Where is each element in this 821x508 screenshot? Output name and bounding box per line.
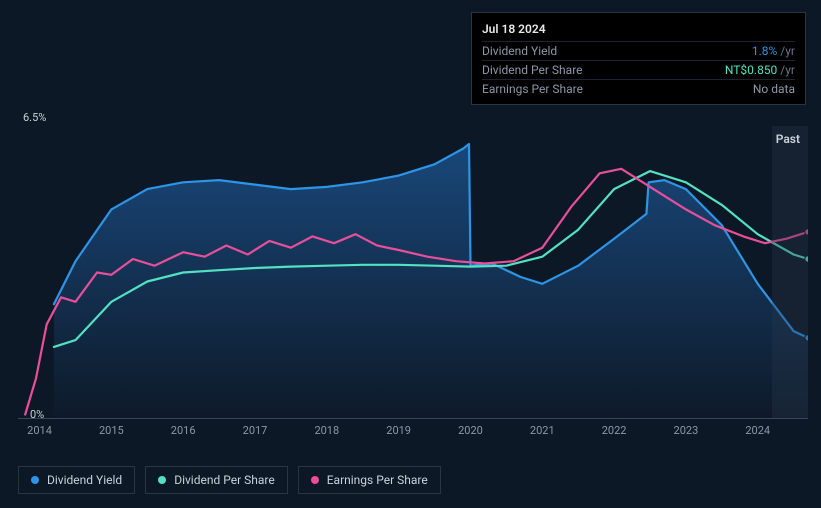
legend-dot: [311, 476, 319, 484]
legend-label: Dividend Yield: [47, 473, 122, 487]
chart-svg: [18, 126, 808, 419]
tooltip-row-label: Dividend Per Share: [482, 63, 583, 77]
tooltip-row: Earnings Per Share No data: [482, 79, 795, 98]
tooltip-row-value: No data: [753, 82, 795, 96]
legend-item[interactable]: Dividend Per Share: [145, 466, 288, 494]
y-axis-max-label: 6.5%: [23, 111, 46, 124]
x-tick: 2022: [602, 424, 627, 437]
tooltip-row: Dividend Per Share NT$0.850/yr: [482, 60, 795, 79]
tooltip-date: Jul 18 2024: [482, 19, 795, 41]
legend: Dividend Yield Dividend Per Share Earnings…: [18, 466, 441, 494]
legend-label: Dividend Per Share: [174, 473, 275, 487]
x-tick: 2020: [458, 424, 483, 437]
x-tick: 2016: [171, 424, 196, 437]
x-tick: 2014: [27, 424, 52, 437]
x-tick: 2024: [745, 424, 770, 437]
legend-dot: [31, 476, 39, 484]
legend-label: Earnings Per Share: [327, 473, 428, 487]
x-tick: 2023: [674, 424, 699, 437]
x-tick: 2017: [243, 424, 268, 437]
future-shade: [772, 126, 808, 418]
x-tick: 2021: [530, 424, 555, 437]
tooltip-row-value: 1.8%/yr: [752, 44, 795, 58]
legend-dot: [158, 476, 166, 484]
x-tick: 2018: [314, 424, 339, 437]
tooltip-row-value: NT$0.850/yr: [725, 63, 795, 77]
x-tick: 2015: [99, 424, 124, 437]
legend-item[interactable]: Dividend Yield: [18, 466, 135, 494]
chart-tooltip: Jul 18 2024 Dividend Yield1.8%/yrDividen…: [471, 12, 806, 105]
tooltip-row-label: Dividend Yield: [482, 44, 557, 58]
chart-container: 6.5% 0% Past 201420152016201720182019202…: [18, 108, 808, 448]
legend-item[interactable]: Earnings Per Share: [298, 466, 441, 494]
tooltip-row: Dividend Yield 1.8%/yr: [482, 41, 795, 60]
x-axis: 2014 2015 2016 2017 2018 2019 2020 2021 2022 2023…: [18, 424, 808, 444]
tooltip-row-label: Earnings Per Share: [482, 82, 583, 96]
past-label: Past: [776, 132, 800, 146]
chart-plot-area[interactable]: [18, 126, 808, 419]
x-tick: 2019: [386, 424, 411, 437]
